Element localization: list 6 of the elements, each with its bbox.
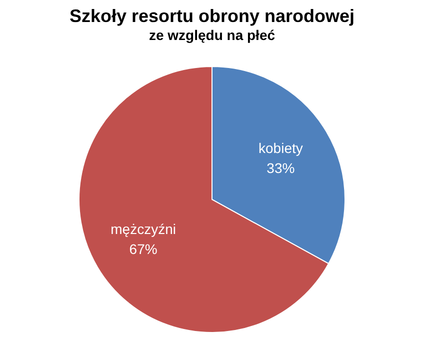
chart-title: Szkoły resortu obrony narodowej <box>69 6 355 26</box>
chart-subtitle: ze względu na płeć <box>148 27 276 43</box>
data-label: 33% <box>266 160 295 176</box>
slice-label: kobiety <box>258 140 303 156</box>
slice-label: mężczyźni <box>110 221 176 238</box>
data-label: 67% <box>129 241 158 258</box>
